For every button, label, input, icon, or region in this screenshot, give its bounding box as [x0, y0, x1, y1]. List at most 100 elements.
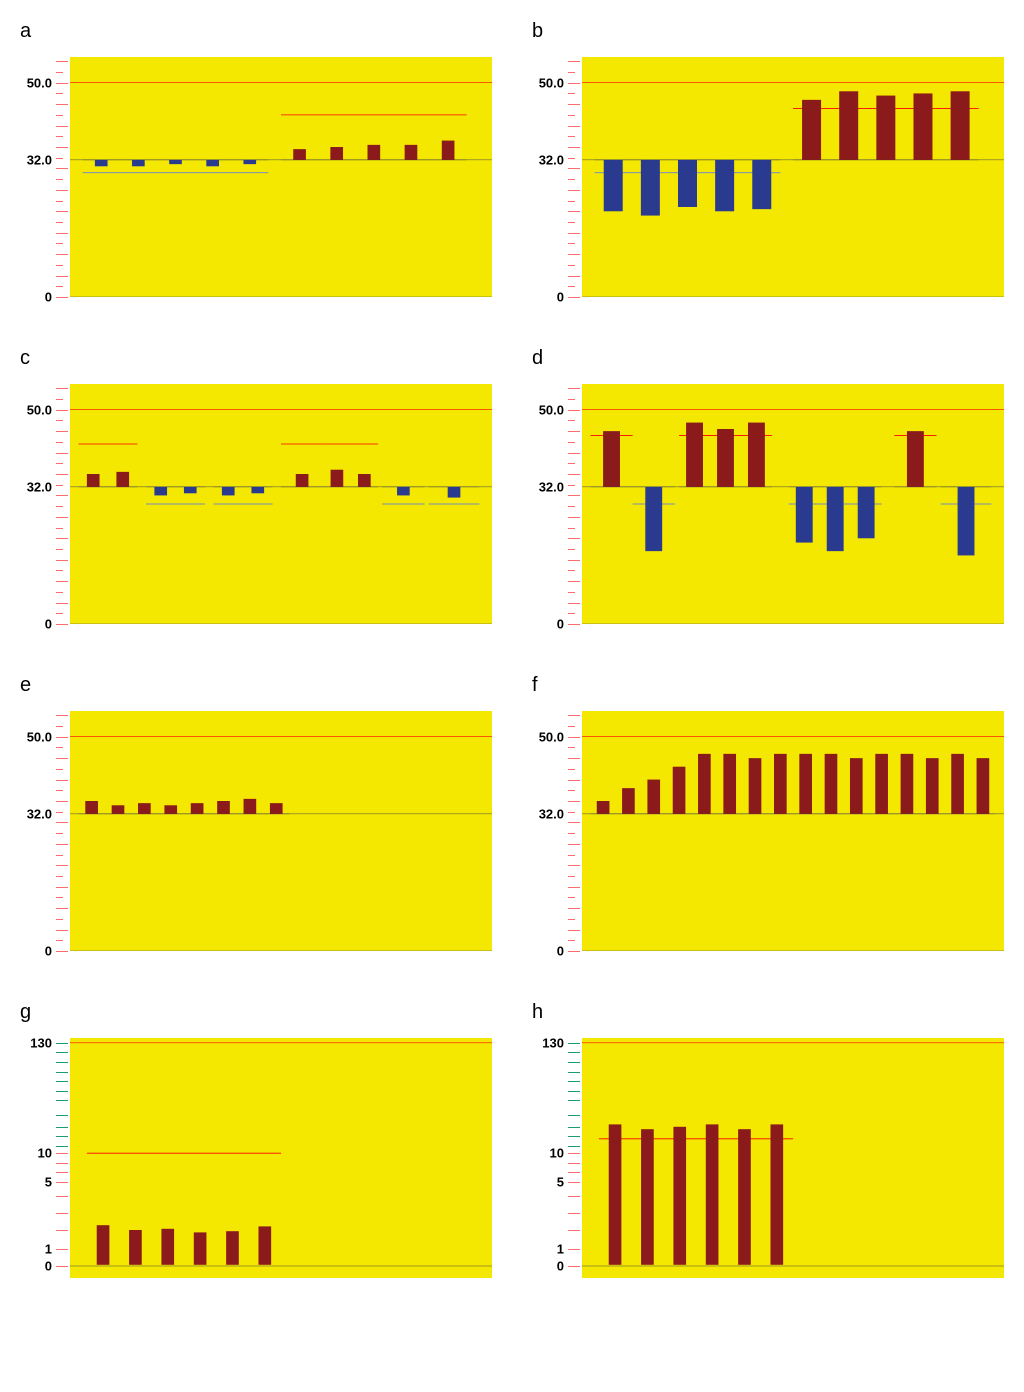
chart-wrap: 032.050.0	[532, 374, 1004, 634]
y-label: 130	[30, 1035, 52, 1050]
chart-wrap: 01510130	[20, 1028, 492, 1288]
panel-label: a	[20, 20, 492, 43]
bar	[645, 487, 662, 551]
panel-label: g	[20, 1001, 492, 1024]
chart-wrap: 032.050.0	[20, 701, 492, 961]
bar	[839, 91, 858, 160]
panel-label: c	[20, 347, 492, 370]
bar	[243, 160, 256, 164]
y-axis-ticks	[56, 57, 70, 297]
y-label: 0	[45, 944, 52, 959]
y-label: 10	[550, 1146, 564, 1161]
bar	[673, 1127, 686, 1265]
bar	[161, 1229, 174, 1265]
bar	[799, 754, 812, 814]
panel-label: e	[20, 674, 492, 697]
bar	[330, 147, 343, 160]
panel-g: g01510130	[20, 1001, 492, 1288]
y-label: 0	[45, 1259, 52, 1274]
bar	[738, 1129, 751, 1265]
y-axis-ticks	[56, 711, 70, 951]
bar	[958, 487, 975, 556]
y-label: 50.0	[539, 75, 564, 90]
bar	[368, 145, 381, 160]
panel-f: f 0 32.0 50.0	[532, 674, 1004, 961]
bar	[913, 93, 932, 159]
y-label: 50.0	[27, 402, 52, 417]
y-label: 50.0	[539, 402, 564, 417]
y-label: 1	[45, 1242, 52, 1257]
bar	[706, 1124, 719, 1264]
bar	[825, 754, 838, 814]
y-label: 50.0	[539, 729, 564, 744]
chart-body	[582, 711, 1004, 951]
bar	[85, 801, 98, 814]
panel-label: h	[532, 1001, 1004, 1024]
y-label: 50.0	[27, 729, 52, 744]
panel-c: c 032.050.0	[20, 347, 492, 634]
bar	[686, 423, 703, 487]
bar	[796, 487, 813, 543]
y-axis-ticks	[568, 711, 582, 951]
bar	[226, 1231, 239, 1265]
chart-body	[582, 384, 1004, 624]
chart-grid: a032.050.0b032.050.0c032.050.0d032.050.0…	[20, 20, 1004, 1288]
y-axis-ticks	[56, 384, 70, 624]
bar	[748, 423, 765, 487]
bar	[222, 487, 235, 496]
chart-wrap: 032.050.0	[532, 47, 1004, 307]
bar	[647, 780, 660, 814]
bar	[191, 803, 204, 814]
bar	[331, 470, 344, 487]
y-label: 32.0	[27, 152, 52, 167]
bar	[673, 767, 686, 814]
y-label: 0	[557, 1259, 564, 1274]
plot-svg	[582, 1038, 1004, 1278]
bar	[858, 487, 875, 538]
chart-wrap: 0 1 5 10 130	[532, 1028, 1004, 1288]
bar	[603, 431, 620, 487]
chart-body	[70, 711, 492, 951]
bar	[97, 1225, 110, 1265]
chart-wrap: 0 32.0 50.0	[532, 701, 1004, 961]
bar	[129, 1230, 142, 1265]
y-label: 0	[45, 290, 52, 305]
panel-label: f	[532, 674, 1004, 697]
bar	[206, 160, 219, 166]
chart-wrap: 032.050.0	[20, 374, 492, 634]
bar	[244, 799, 257, 814]
chart-body	[70, 57, 492, 297]
plot-svg	[70, 384, 492, 624]
bar	[397, 487, 410, 496]
bar	[875, 754, 888, 814]
y-label: 32.0	[539, 806, 564, 821]
bar	[293, 149, 306, 160]
y-label: 1	[557, 1242, 564, 1257]
chart-body	[582, 57, 1004, 297]
bar	[678, 160, 697, 207]
plot-svg	[70, 57, 492, 297]
y-label: 0	[557, 944, 564, 959]
bar	[597, 801, 610, 814]
bar	[95, 160, 108, 166]
plot-svg	[70, 711, 492, 951]
bar	[217, 801, 230, 814]
bar	[802, 100, 821, 160]
panel-d: d 032.050.0	[532, 347, 1004, 634]
y-label: 5	[557, 1175, 564, 1190]
bar	[717, 429, 734, 487]
plot-svg	[70, 1038, 492, 1278]
bar	[641, 160, 660, 216]
bar	[926, 758, 939, 814]
chart-wrap: 032.050.0	[20, 47, 492, 307]
y-axis-ticks	[568, 1038, 582, 1278]
y-axis-ticks	[568, 57, 582, 297]
bar	[752, 160, 771, 209]
bar	[951, 754, 964, 814]
bar	[164, 805, 177, 814]
chart-body	[582, 1038, 1004, 1278]
plot-svg	[582, 384, 1004, 624]
y-label: 130	[542, 1035, 564, 1050]
bar	[770, 1124, 783, 1264]
panel-label: d	[532, 347, 1004, 370]
